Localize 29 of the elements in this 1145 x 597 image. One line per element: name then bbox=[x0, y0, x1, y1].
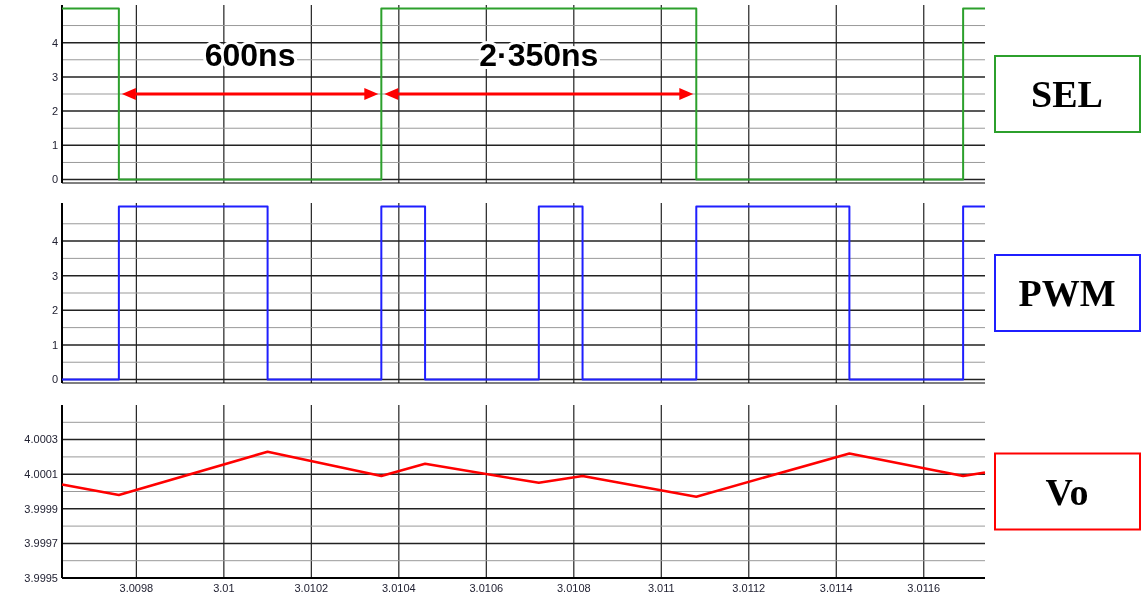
x-tick-label: 3.0116 bbox=[907, 582, 941, 594]
y-tick-label: 0 bbox=[51, 373, 58, 386]
x-tick-label: 3.0102 bbox=[294, 582, 329, 594]
y-tick-label: 2 bbox=[51, 104, 58, 117]
y-tick-label: 3.9995 bbox=[24, 571, 58, 584]
x-tick-label: 3.01 bbox=[213, 582, 235, 594]
x-tick-label: 3.0104 bbox=[382, 582, 416, 594]
x-tick-label: 3.0106 bbox=[469, 582, 504, 594]
x-tick-label: 3.0114 bbox=[819, 582, 853, 594]
y-tick-label: 1 bbox=[51, 338, 58, 351]
x-tick-label: 3.011 bbox=[647, 582, 675, 594]
y-tick-label: 0 bbox=[51, 173, 58, 186]
y-tick-label: 4 bbox=[51, 36, 58, 49]
x-tick-label: 3.0108 bbox=[556, 582, 591, 594]
y-tick-label: 3 bbox=[51, 70, 58, 83]
y-tick-label: 1 bbox=[51, 139, 58, 152]
y-tick-label: 2 bbox=[51, 304, 58, 317]
y-tick-label: 3.9999 bbox=[24, 502, 58, 515]
y-tick-label: 4.0003 bbox=[24, 433, 58, 446]
y-tick-label: 3.9997 bbox=[24, 537, 58, 550]
y-tick-label: 3 bbox=[51, 269, 58, 282]
series-label: SEL bbox=[1031, 73, 1103, 116]
x-tick-label: 3.0098 bbox=[119, 582, 154, 594]
series-label: Vo bbox=[1045, 470, 1089, 513]
line-series bbox=[60, 450, 987, 498]
y-tick-label: 4 bbox=[51, 234, 58, 247]
y-tick-label: 4.0001 bbox=[24, 468, 58, 481]
series-label: PWM bbox=[1018, 272, 1116, 315]
x-tick-label: 3.0112 bbox=[732, 582, 766, 594]
